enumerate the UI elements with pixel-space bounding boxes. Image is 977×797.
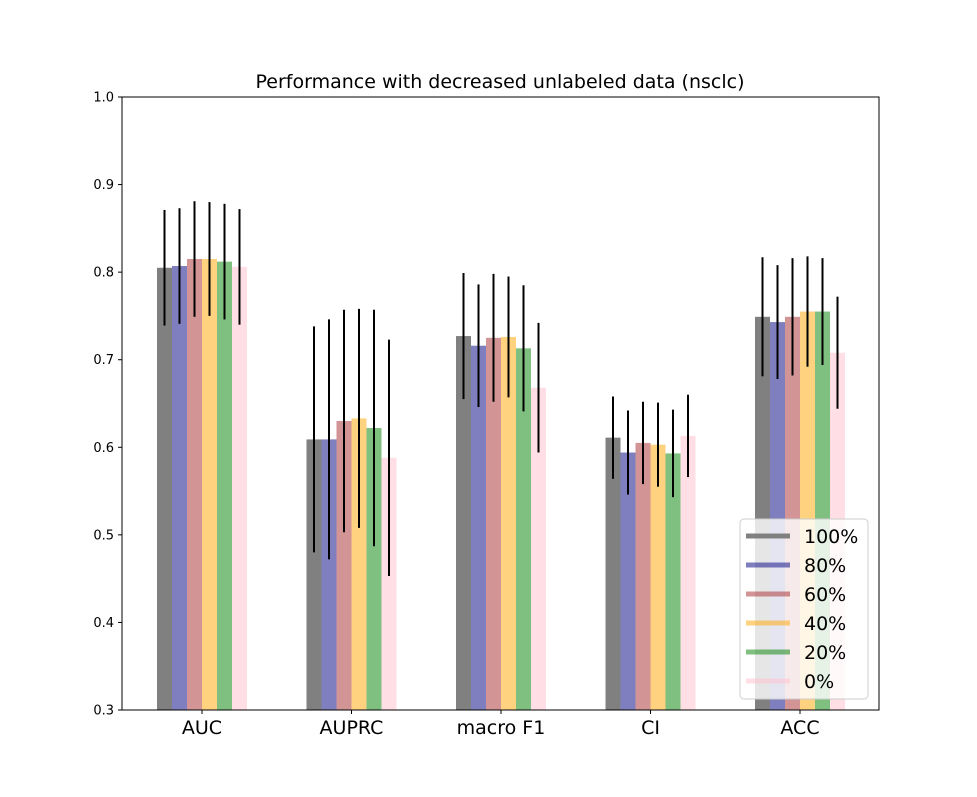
x-tick-label: macro F1	[457, 717, 546, 739]
bar	[336, 421, 352, 710]
y-axis: 0.3 0.4 0.5 0.6 0.7 0.8 0.9 1.0	[93, 91, 122, 719]
legend-label: 100%	[804, 526, 858, 548]
bar	[366, 428, 382, 710]
y-tick-label: 0.3	[93, 704, 114, 719]
bar	[635, 442, 651, 710]
bar	[471, 345, 486, 710]
bar	[486, 337, 501, 710]
bar	[650, 444, 666, 710]
x-tick-label: CI	[641, 717, 660, 739]
bar	[381, 457, 397, 710]
bar	[217, 261, 232, 710]
bar	[172, 266, 187, 710]
x-tick-label: AUC	[182, 717, 222, 739]
bar	[605, 437, 621, 710]
y-tick-label: 0.5	[93, 528, 114, 543]
bar	[232, 266, 247, 710]
bar	[456, 336, 471, 710]
bars-layer	[157, 259, 845, 710]
y-tick-label: 1.0	[93, 91, 114, 106]
y-tick-label: 0.4	[93, 616, 114, 631]
legend-label: 80%	[804, 555, 846, 577]
errorbars-layer	[163, 201, 839, 577]
bar	[306, 439, 322, 710]
bar	[187, 259, 202, 710]
bar	[202, 259, 217, 710]
y-tick-label: 0.9	[93, 178, 114, 193]
y-tick-label: 0.7	[93, 353, 114, 368]
x-axis: AUC AUPRC macro F1 CI ACC	[182, 710, 820, 739]
bar	[157, 267, 172, 710]
legend-label: 20%	[804, 642, 846, 664]
bar	[321, 439, 337, 710]
y-tick-label: 0.8	[93, 266, 114, 281]
legend-label: 60%	[804, 584, 846, 606]
bar	[620, 452, 636, 710]
y-tick-label: 0.6	[93, 441, 114, 456]
bar	[680, 435, 696, 710]
x-tick-label: AUPRC	[320, 717, 384, 739]
bar	[531, 387, 546, 710]
bar	[501, 336, 516, 710]
bar	[665, 453, 681, 710]
legend-label: 40%	[804, 613, 846, 635]
bar	[516, 348, 531, 710]
legend-label: 0%	[804, 671, 834, 693]
legend: 100% 80% 60% 40% 20% 0%	[739, 518, 869, 700]
bar	[351, 418, 367, 710]
chart-title: Performance with decreased unlabeled dat…	[256, 71, 745, 93]
x-tick-label: ACC	[780, 717, 819, 739]
